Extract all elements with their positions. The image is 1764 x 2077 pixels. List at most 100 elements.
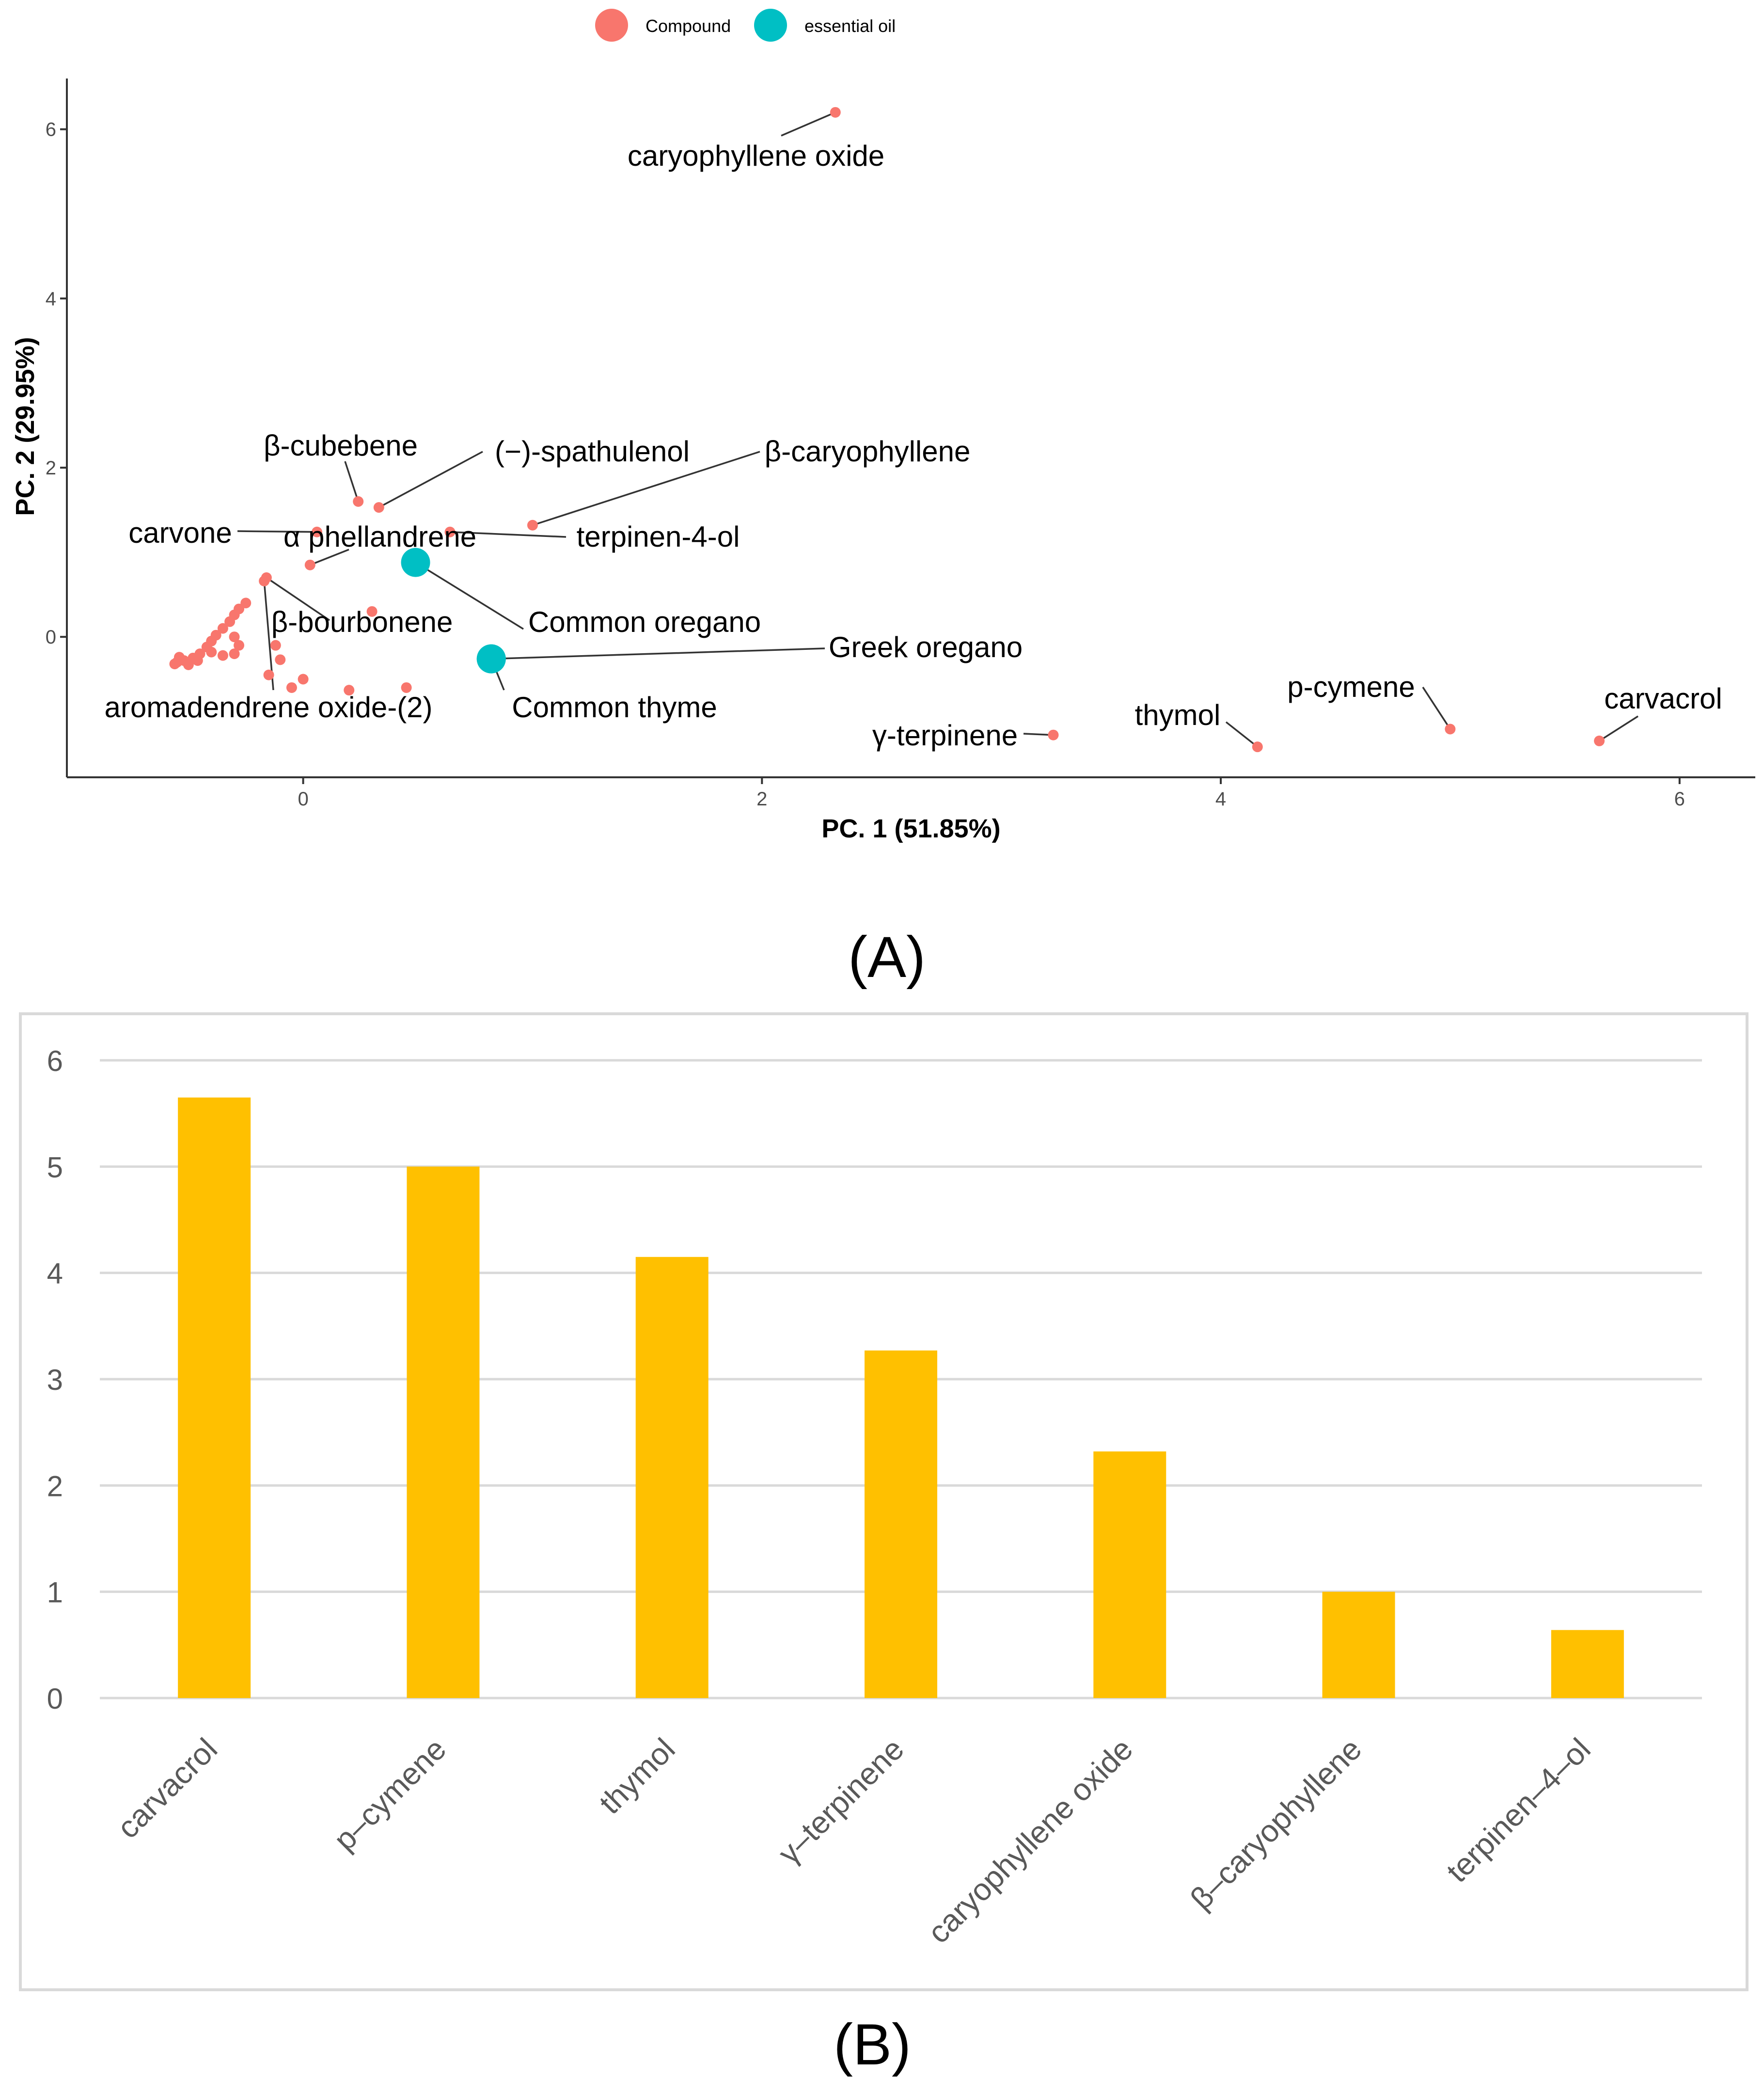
point-label-terpinen-4-ol: terpinen-4-ol [577,520,740,553]
point-label-spathulenol: (−)-spathulenol [495,435,690,468]
leader-line-carvacrol [1599,715,1638,742]
leader-line-greek-oregano [491,647,825,660]
compound-point [173,652,185,663]
essential-oil-point [401,548,430,577]
compound-point [263,669,274,680]
legend-swatch-compound [595,9,628,42]
compound-point [275,654,286,665]
bar-thymol [635,1257,709,1698]
compound-point [259,575,270,586]
compound-point [1445,724,1456,735]
compound-point [183,659,194,670]
bar-terpinene [865,1350,937,1698]
compound-point [229,631,240,643]
compound-point [311,526,322,537]
point-label-caryophyllene-oxide: caryophyllene oxide [628,140,884,172]
y-tick-label: 1 [47,1576,63,1609]
legend-label-compound: Compound [646,16,731,36]
x-tick-label: 4 [1215,788,1226,810]
y-tick-label: 6 [47,1045,63,1077]
leader-line-spathulenol [378,451,483,508]
leader-line-caryophyllene-oxide [781,111,836,137]
y-tick-label: 0 [47,1683,63,1715]
panel-label-a: (A) [848,925,926,990]
leader-line-cubebene [344,461,359,502]
compound-point [1252,741,1263,753]
y-tick-label: 0 [46,627,56,648]
x-axis-title: PC. 1 (51.85%) [821,814,1000,843]
compound-point [206,646,217,658]
compound-point [298,674,309,685]
bar-terpinen-4-ol [1551,1630,1624,1698]
compound-point [217,650,228,661]
point-labels: caryophyllene oxide carvacrol p-cymene thym… [104,140,1722,752]
bar-carvacrol [178,1097,251,1698]
compound-point [1048,729,1059,740]
y-tick-label: 4 [46,288,56,310]
point-label-common-oregano: Common oregano [528,606,761,638]
point-label-common-thyme: Common thyme [512,691,717,724]
bar-caryophyllene [1322,1591,1395,1698]
y-tick-label: 2 [46,457,56,479]
point-label-thymol: thymol [1135,699,1221,731]
compound-point [217,623,228,634]
point-label-carvone: carvone [128,517,232,549]
leader-line-terpinen-4-ol [450,531,567,538]
y-tick-label: 3 [47,1364,63,1396]
legend-label-essential-oil: essential oil [804,16,896,36]
x-tick-label: 0 [298,788,308,810]
compound-point [830,107,841,118]
label-leader-lines [237,111,1638,748]
compound-point [192,655,203,666]
point-label-p-cymene: p-cymene [1287,671,1415,703]
x-tick-label: 2 [756,788,767,810]
point-label-aromadendrene-oxide-2: aromadendrene oxide-(2) [104,691,432,724]
point-label-caryophyllene: β-caryophyllene [765,435,971,468]
leader-line-caryophyllene [532,451,760,526]
y-tick-label: 6 [46,119,56,141]
point-label-cubebene: β-cubebene [264,429,418,462]
y-tick-label: 4 [47,1258,63,1290]
data-points [169,107,1605,753]
legend-swatch-essential-oil [754,9,787,42]
compound-point [229,648,240,660]
point-label-bourbonene: β-bourbonene [271,606,453,638]
compound-point [286,682,297,693]
leader-line-carvone [237,530,317,533]
point-label-carvacrol: carvacrol [1604,682,1722,715]
bars [178,1097,1624,1698]
compound-point [240,598,252,609]
compound-point [444,526,456,537]
y-tick-label: 2 [47,1470,63,1502]
pca-scatter-panel: Compound essential oil 0 2 4 6 0 2 4 6 caryophy… [11,9,1755,990]
panel-label-b: (B) [834,2012,911,2077]
axis-ticks: 0 2 4 6 0 2 4 6 [46,119,1685,810]
leader-line-common-oregano [415,562,524,630]
x-tick-label: 6 [1674,788,1685,810]
point-label-terpinene: γ-terpinene [872,719,1018,752]
point-label-greek-oregano: Greek oregano [829,631,1023,663]
essential-oil-point [476,644,506,674]
compound-point [527,519,538,531]
leader-line-bourbonene [266,577,330,621]
y-tick-label: 5 [47,1151,63,1183]
compound-point [270,640,281,651]
legend: Compound essential oil [595,9,896,42]
compound-point [210,629,221,641]
bar-p-cymene [407,1166,480,1698]
bar-caryophyllene-oxide [1093,1451,1166,1698]
compound-point [1594,735,1605,746]
leader-line-thymol [1225,721,1258,748]
leader-line-p-cymene [1422,687,1451,730]
y-axis-title: PC. 2 (29.95%) [11,337,40,516]
compound-point [234,640,245,651]
compound-point [353,496,364,507]
compound-point [366,606,378,617]
point-label-phellandrene: α phellandrene [284,520,476,553]
compound-point [373,502,384,513]
leader-line-phellandrene [310,549,349,566]
compound-point [344,685,355,696]
compound-point [304,559,315,570]
